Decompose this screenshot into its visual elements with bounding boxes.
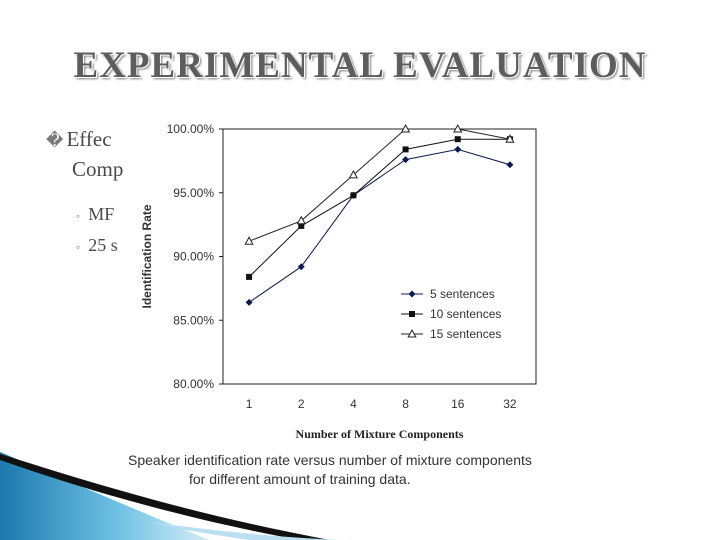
sub-bullet-text: 25 s	[88, 235, 118, 255]
series-3-point	[505, 134, 515, 143]
swoosh-light-stroke	[150, 522, 340, 540]
y-tick-label: 80.00%	[173, 377, 214, 391]
x-tick-label: 8	[402, 397, 409, 411]
legend-label-2: 10 sentences	[430, 307, 501, 321]
series-3-point	[296, 215, 306, 225]
series-line-1	[248, 148, 511, 303]
series-2-point	[350, 192, 357, 199]
series-1-point	[297, 263, 305, 271]
legend-label-3: 15 sentences	[430, 327, 501, 341]
series-2-point	[298, 222, 305, 229]
series-1-point	[506, 161, 514, 169]
sub-bullet-icon: ◦	[76, 240, 81, 254]
chart-panel: 80.00% 85.00% 90.00% 95.00% 100.00% 1 2 4 8 16 32 I…	[125, 117, 595, 497]
identification-rate-chart: 80.00% 85.00% 90.00% 95.00% 100.00% 1 2 4 8 16 32 I…	[140, 122, 537, 441]
legend-marker-1	[408, 290, 416, 298]
x-tick-label: 16	[451, 397, 465, 411]
sub-bullet-2: ◦ 25 s	[76, 235, 118, 256]
bullet-square-icon: �	[46, 131, 64, 150]
decorative-swoosh	[0, 452, 340, 540]
sub-bullet-1: ◦ MF	[76, 204, 114, 225]
legend-marker-3	[407, 328, 417, 338]
bullet-text: Effec	[66, 127, 112, 151]
sub-bullet-text: MF	[88, 204, 115, 224]
series-3-point	[453, 123, 463, 133]
x-tick-label: 1	[246, 397, 253, 411]
y-axis-title: Identification Rate	[140, 204, 154, 308]
series-3-point	[400, 123, 411, 133]
series-2-point	[454, 136, 461, 143]
caption-line-2: for different amount of training data.	[189, 471, 411, 487]
series-line-3	[248, 128, 511, 242]
caption-line-1: Speaker identification rate versus numbe…	[128, 452, 532, 468]
series-3-point	[348, 169, 359, 179]
legend-marker-2	[409, 311, 415, 317]
slide-title: EXPERIMENTAL EVALUATION	[73, 45, 647, 86]
y-tick-label: 90.00%	[173, 250, 214, 264]
bullet-item: � Effec	[46, 127, 112, 152]
series-1-point	[454, 145, 462, 153]
series-1-point	[402, 156, 410, 164]
y-tick-label: 95.00%	[173, 186, 214, 200]
figure-caption: Speaker identification rate versus numbe…	[128, 451, 598, 489]
legend-label-1: 5 sentences	[430, 287, 495, 301]
series-2-point	[402, 146, 409, 153]
y-tick-label: 100.00%	[167, 122, 215, 136]
swoosh-blue-shape	[0, 452, 210, 540]
y-tick-label: 85.00%	[173, 313, 214, 327]
series-2-point	[246, 273, 253, 280]
x-tick-label: 2	[298, 397, 305, 411]
series-line-2	[248, 138, 510, 278]
series-3-point	[244, 236, 254, 245]
sub-bullet-icon: ◦	[76, 209, 81, 223]
series-1-point	[245, 298, 253, 306]
bullet-continuation: Comp	[72, 157, 124, 181]
x-tick-label: 32	[503, 397, 517, 411]
x-axis-title: Number of Mixture Components	[296, 427, 464, 441]
x-tick-label: 4	[350, 397, 357, 411]
